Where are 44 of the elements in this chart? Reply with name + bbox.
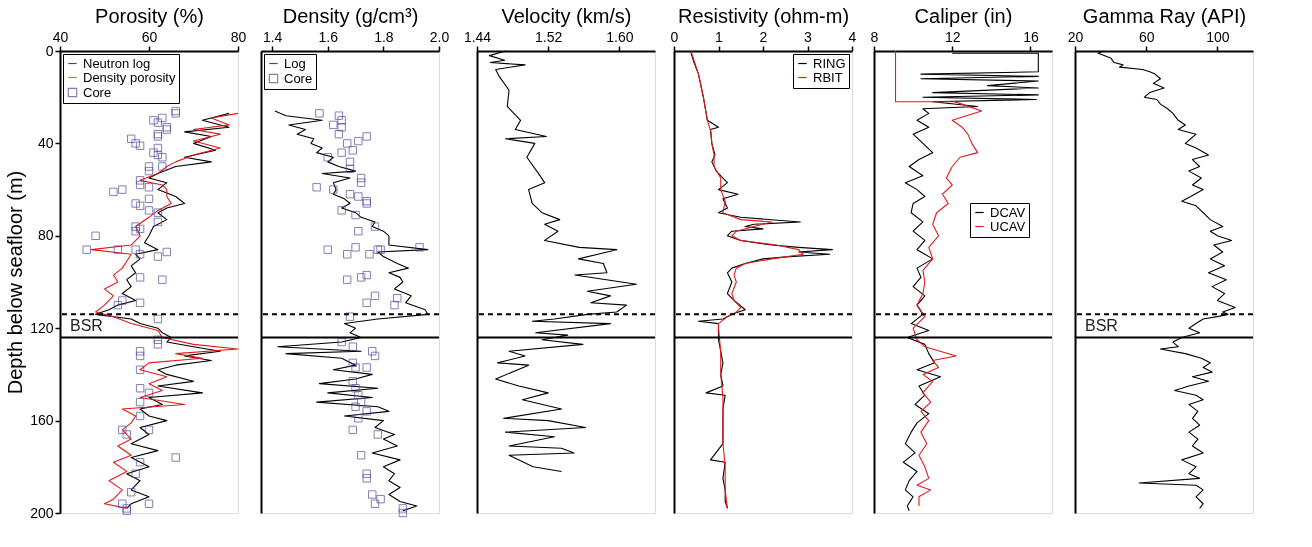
legend-label: Log xyxy=(284,55,306,71)
x-tick-label: 1.44 xyxy=(463,28,492,45)
ref-line-label: BSR xyxy=(1085,317,1118,335)
x-tick-label: 4 xyxy=(848,28,857,45)
x-axis-title: Velocity (km/s) xyxy=(501,4,632,27)
x-tick-label: 60 xyxy=(1138,28,1155,45)
x-tick-label: 1.6 xyxy=(318,28,339,45)
legend-label: Neutron log xyxy=(83,55,151,71)
x-axis-title: Gamma Ray (API) xyxy=(1082,4,1247,27)
x-tick-label: 60 xyxy=(141,28,158,45)
x-tick-label: 0 xyxy=(670,28,679,45)
y-axis-title: Depth below seafloor (m) xyxy=(4,170,27,395)
y-tick-label: 40 xyxy=(37,134,54,151)
x-axis-title: Resistivity (ohm-m) xyxy=(677,4,850,27)
y-tick-label: 0 xyxy=(45,42,54,59)
x-tick-label: 40 xyxy=(52,28,69,45)
y-tick-label: 200 xyxy=(30,504,54,521)
x-tick-label: 80 xyxy=(230,28,247,45)
y-tick-label: 160 xyxy=(30,412,54,429)
legend-label: DCAV xyxy=(990,204,1026,220)
x-axis-title: Porosity (%) xyxy=(95,4,204,27)
x-tick-label: 12 xyxy=(944,28,961,45)
x-tick-label: 1.52 xyxy=(535,28,563,45)
x-axis-title: Density (g/cm³) xyxy=(282,4,419,27)
legend-label: RING xyxy=(813,55,846,71)
y-tick-label: 120 xyxy=(30,319,54,336)
x-tick-label: 8 xyxy=(870,28,879,45)
x-tick-label: 1.60 xyxy=(606,28,634,45)
x-tick-label: 2.0 xyxy=(429,28,450,45)
x-tick-label: 1.4 xyxy=(262,28,283,45)
legend-label: RBIT xyxy=(813,69,843,85)
legend-label: UCAV xyxy=(990,218,1026,234)
x-tick-label: 1.8 xyxy=(374,28,394,45)
y-tick-label: 80 xyxy=(37,227,54,244)
x-tick-label: 3 xyxy=(804,28,813,45)
x-tick-label: 2 xyxy=(759,28,768,45)
x-tick-label: 20 xyxy=(1067,28,1084,45)
x-tick-label: 1 xyxy=(715,28,724,45)
x-tick-label: 16 xyxy=(1023,28,1039,45)
legend-label: Core xyxy=(83,84,112,100)
ref-line-label: BSR xyxy=(70,317,103,335)
legend-label: Core xyxy=(284,70,313,86)
x-tick-label: 100 xyxy=(1206,28,1230,45)
x-axis-title: Caliper (in) xyxy=(914,4,1013,27)
